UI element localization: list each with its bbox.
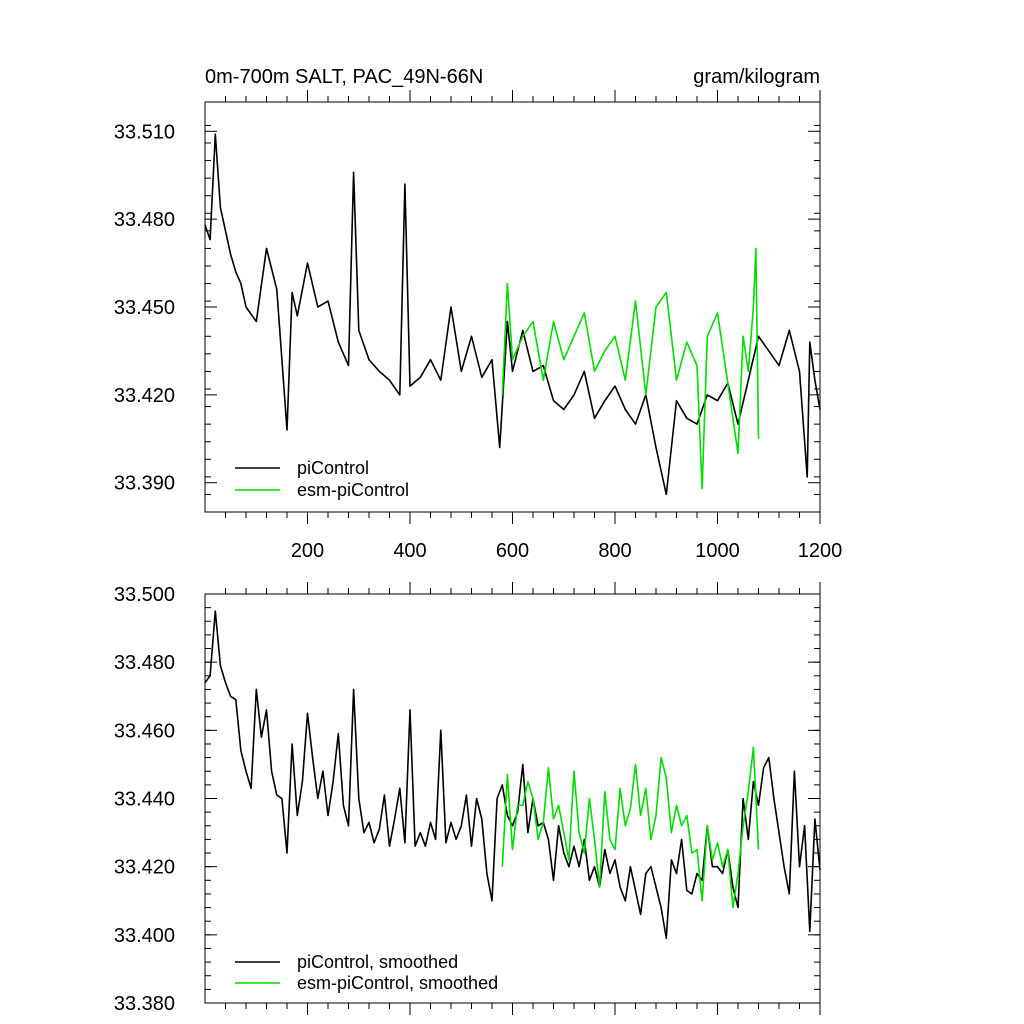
x-minor-ticks: [225, 588, 800, 1009]
legend-label: piControl: [297, 458, 369, 478]
y-tick-label: 33.480: [114, 652, 175, 674]
y-tick-label: 33.440: [114, 789, 175, 811]
series-line-esm-picontrol-smoothed: [501, 746, 760, 909]
legend-label: esm-piControl: [297, 480, 409, 500]
plot-frame: [204, 101, 821, 513]
legend-label: piControl, smoothed: [297, 952, 458, 972]
x-tick-label: 1000: [695, 540, 740, 562]
x-tick-label: 800: [598, 540, 631, 562]
series-line-picontrol: [204, 133, 821, 496]
panel-top: 200 400 600 800 1000 1200 33.390 33.420 33.450 33…: [114, 66, 842, 562]
x-tick-label: 400: [393, 540, 426, 562]
x-tick-label: 600: [496, 540, 529, 562]
y-tick-label: 33.500: [114, 584, 175, 606]
y-tick-label: 33.400: [114, 925, 175, 947]
y-tick-label: 33.480: [114, 209, 175, 231]
y-tick-label: 33.380: [114, 993, 175, 1015]
y-tick-label: 33.460: [114, 720, 175, 742]
panel-bottom: 33.380 33.400 33.420 33.440 33.460 33.480 33.5…: [114, 582, 821, 1015]
x-tick-label: 200: [291, 540, 324, 562]
legend-label: esm-piControl, smoothed: [297, 973, 498, 993]
series-line-picontrol-smoothed: [204, 610, 821, 940]
chart-title: 0m-700m SALT, PAC_49N-66N: [205, 66, 483, 88]
x-minor-ticks: [225, 96, 800, 518]
y-tick-label: 33.420: [114, 385, 175, 407]
series-line-esm-picontrol: [501, 247, 760, 490]
y-tick-label: 33.450: [114, 297, 175, 319]
y-tick-label: 33.420: [114, 857, 175, 879]
y-minor-ticks: [205, 124, 820, 495]
y-tick-label: 33.510: [114, 121, 175, 143]
y-minor-ticks: [205, 607, 820, 990]
units-label: gram/kilogram: [693, 66, 820, 88]
x-tick-label: 1200: [798, 540, 843, 562]
y-tick-label: 33.390: [114, 473, 175, 495]
plot-frame: [204, 593, 821, 1004]
